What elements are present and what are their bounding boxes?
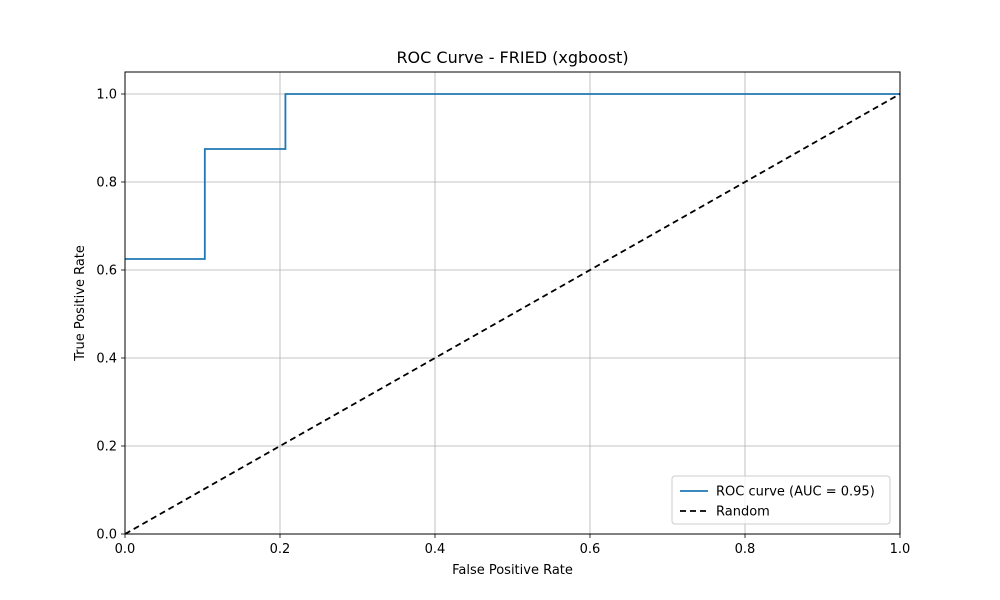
random-baseline-line [124, 93, 901, 535]
y-tick-label: 0.8 [96, 176, 117, 191]
y-tick-label: 0.0 [96, 528, 117, 543]
y-tick-label: 0.2 [96, 440, 117, 455]
x-axis-title: False Positive Rate [452, 563, 573, 578]
legend-box [671, 475, 891, 525]
ticks: 0.0 0.2 0.4 0.6 0.8 1.0 0.0 0.2 0.4 0.6 0.8 1.0 [96, 88, 910, 558]
x-tick-label: 1.0 [890, 542, 911, 557]
y-tick-label: 0.4 [96, 352, 117, 367]
legend-label: ROC curve (AUC = 0.95) [716, 485, 875, 500]
y-tick-label: 1.0 [96, 88, 117, 103]
chart-title: ROC Curve - FRIED (xgboost) [396, 48, 628, 67]
y-tick-label: 0.6 [96, 264, 117, 279]
y-axis-title: True Positive Rate [73, 245, 88, 362]
x-tick-label: 0.8 [735, 542, 756, 557]
grid [124, 72, 901, 535]
x-tick-label: 0.6 [580, 542, 601, 557]
x-tick-label: 0.0 [115, 542, 136, 557]
legend: ROC curve (AUC = 0.95) Random [671, 475, 891, 525]
x-tick-label: 0.2 [270, 542, 291, 557]
roc-curve-line [125, 93, 900, 260]
legend-label: Random [716, 505, 770, 520]
x-tick-label: 0.4 [425, 542, 446, 557]
series-layer [124, 93, 901, 535]
plot-frame [124, 71, 901, 535]
